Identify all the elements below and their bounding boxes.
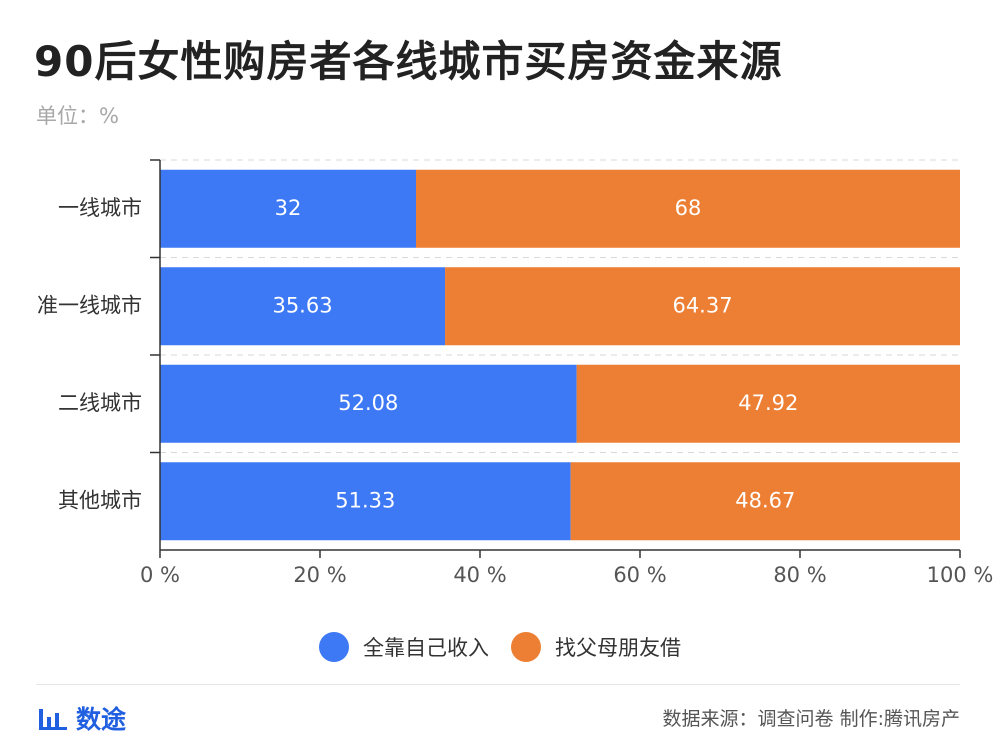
data-label: 52.08 <box>338 391 398 415</box>
data-label: 64.37 <box>672 293 732 317</box>
legend-marker-self-income <box>319 632 349 662</box>
x-tick-label: 0 % <box>140 563 180 587</box>
data-label: 68 <box>675 196 702 220</box>
x-tick-label: 80 % <box>773 563 826 587</box>
bar-segment <box>576 364 960 443</box>
bar-segment <box>160 267 446 346</box>
data-label: 47.92 <box>738 391 798 415</box>
category-label: 一线城市 <box>58 196 142 220</box>
legend-label-self-income: 全靠自己收入 <box>363 636 489 660</box>
category-label: 准一线城市 <box>37 293 142 317</box>
bar-segment <box>570 462 960 541</box>
x-tick-label: 40 % <box>453 563 506 587</box>
bar-segment <box>160 364 577 443</box>
bar-chart-icon <box>39 709 67 730</box>
legend-marker-borrow <box>511 632 541 662</box>
data-label: 32 <box>275 196 302 220</box>
data-label: 35.63 <box>272 293 332 317</box>
bar-segment <box>160 462 571 541</box>
unit-label: 单位：% <box>36 104 119 128</box>
legend: 全靠自己收入 找父母朋友借 <box>0 632 1000 662</box>
category-label: 其他城市 <box>58 488 142 512</box>
stacked-bar-chart: 32 68 35.63 64.37 52.08 47.92 51.33 48.67 一线城市准… <box>37 159 994 587</box>
bar-segment <box>416 169 960 248</box>
legend-item-borrow[interactable]: 找父母朋友借 <box>511 632 681 662</box>
chart-title: 90后女性购房者各线城市买房资金来源 <box>34 37 783 86</box>
category-label: 二线城市 <box>58 391 142 415</box>
bar-segment <box>160 169 416 248</box>
footer-divider <box>36 684 960 685</box>
bar-segment <box>445 267 960 346</box>
x-tick-label: 100 % <box>927 563 994 587</box>
brand-logo: 数途 <box>38 700 126 736</box>
data-label: 51.33 <box>335 488 395 512</box>
x-tick-label: 20 % <box>293 563 346 587</box>
brand-name: 数途 <box>76 705 127 734</box>
data-source: 数据来源：调查问卷 制作:腾讯房产 <box>662 708 960 730</box>
x-tick-label: 60 % <box>613 563 666 587</box>
legend-label-borrow: 找父母朋友借 <box>555 636 681 660</box>
legend-item-self-income[interactable]: 全靠自己收入 <box>319 632 489 662</box>
data-label: 48.67 <box>735 488 795 512</box>
